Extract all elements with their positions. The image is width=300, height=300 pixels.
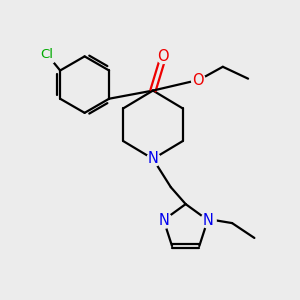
Text: O: O: [192, 73, 203, 88]
Text: Cl: Cl: [40, 48, 53, 61]
Text: N: N: [202, 213, 213, 228]
Text: O: O: [158, 49, 169, 64]
Text: N: N: [148, 152, 158, 166]
Text: N: N: [158, 213, 169, 228]
